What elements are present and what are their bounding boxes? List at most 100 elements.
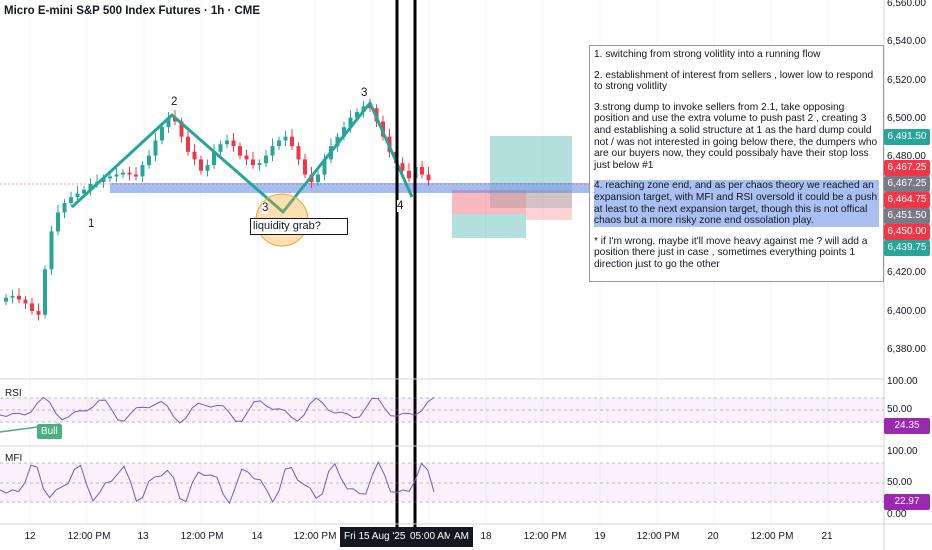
time-tick: 12 <box>24 531 36 542</box>
annotation-note[interactable]: 1. switching from strong volitlity into … <box>589 45 884 282</box>
price-tick: 6,520.00 <box>887 75 926 86</box>
candle <box>264 155 268 164</box>
mfi-value: 22.97 <box>884 494 930 510</box>
candle <box>251 159 255 166</box>
candle <box>199 159 203 171</box>
candle <box>407 170 411 179</box>
candle <box>205 165 210 171</box>
candle <box>400 163 405 171</box>
price-tick: 6,500.00 <box>887 113 926 124</box>
candle <box>140 165 145 177</box>
time-tick: 14 <box>251 531 263 542</box>
candle <box>303 159 307 175</box>
candle <box>82 189 86 194</box>
price-label: 6,439.75 <box>884 240 930 256</box>
time-tick: 12:00 PM <box>67 531 111 542</box>
candle <box>368 106 372 109</box>
candle <box>277 140 281 147</box>
time-tick: 13 <box>137 531 149 542</box>
candle <box>153 140 158 156</box>
candle <box>426 174 431 181</box>
candle <box>420 166 424 175</box>
time-tick: 21 <box>821 531 833 542</box>
candle <box>296 146 301 160</box>
mfi-label: MFI <box>5 453 23 464</box>
candle <box>147 155 151 166</box>
mfi-pane <box>0 460 884 505</box>
candles <box>4 98 431 321</box>
candle <box>160 127 164 141</box>
candle <box>316 174 320 183</box>
candle <box>62 202 67 213</box>
candle <box>322 159 327 175</box>
time-tick: 20 <box>707 531 719 542</box>
note-line-2: 2. establishment of interest from seller… <box>594 69 874 93</box>
candle <box>75 193 80 198</box>
candle <box>166 117 171 128</box>
candle <box>179 121 184 137</box>
loss-zone-1 <box>452 190 526 214</box>
candle <box>355 112 359 118</box>
rsi-tick: 50.00 <box>887 404 913 415</box>
note-line-5: * if I'm wrong. maybe it'll move heavy a… <box>594 235 868 270</box>
candle <box>212 151 216 166</box>
candle <box>43 269 47 315</box>
candle <box>134 174 138 177</box>
note-line-1: 1. switching from strong volitlity into … <box>594 49 821 60</box>
wave-label-2: 2 <box>171 96 178 108</box>
candle <box>23 299 28 304</box>
candle <box>17 295 21 300</box>
candle <box>244 155 249 160</box>
note-line-4: 4. reaching zone end, and as per chaos t… <box>594 180 879 227</box>
chart-title: Micro E-mini S&P 500 Index Futures · 1h … <box>4 5 261 17</box>
price-tick: 6,540.00 <box>887 36 926 47</box>
rsi-label: RSI <box>5 388 22 399</box>
candle <box>56 212 60 232</box>
wave-label-1: 1 <box>88 218 95 230</box>
candle <box>101 178 106 183</box>
price-tick: 6,420.00 <box>887 267 926 278</box>
candle <box>108 176 112 179</box>
price-label: 6,467.25 <box>884 160 930 176</box>
rsi-pane <box>0 396 884 433</box>
price-tick: 6,400.00 <box>887 306 926 317</box>
price-tick: 6,560.00 <box>887 0 926 9</box>
time-tick: 12:00 PM <box>636 531 680 542</box>
candle <box>69 197 73 203</box>
candle <box>283 136 288 141</box>
candle <box>186 136 190 152</box>
price-tick: 6,480.00 <box>887 151 926 162</box>
time-tick: 19 <box>594 531 606 542</box>
mfi-line <box>0 460 435 505</box>
price-label: 6,450.00 <box>884 224 930 240</box>
profit-zone-2 <box>452 214 526 238</box>
candle <box>290 136 294 147</box>
candle <box>30 303 34 311</box>
rsi-value: 24.35 <box>884 418 930 434</box>
loss-zone-2 <box>526 190 572 220</box>
wave-label-4: 4 <box>397 200 404 212</box>
candle <box>231 140 236 147</box>
candle <box>121 172 125 175</box>
candle <box>348 117 353 128</box>
bull-badge: Bull <box>37 424 62 439</box>
candle <box>218 144 223 152</box>
candle <box>127 172 132 175</box>
note-line-3: 3.strong dump to invoke sellers from 2.1… <box>594 101 878 171</box>
price-label: 6,467.25 <box>884 176 930 192</box>
rsi-tick: 100.00 <box>887 376 918 387</box>
wave-label-3a: 3 <box>262 202 269 214</box>
candle <box>114 174 119 177</box>
candle <box>10 295 15 298</box>
price-tick: 6,380.00 <box>887 344 926 355</box>
time-highlight: 05:00 AM <box>406 527 457 547</box>
candle <box>88 184 93 190</box>
candle <box>257 163 262 166</box>
mfi-tick: 0.00 <box>887 509 907 520</box>
time-highlight: AM <box>450 527 473 547</box>
price-label: 6,464.75 <box>884 192 930 208</box>
candle <box>4 297 8 302</box>
price-label: 6,451.50 <box>884 208 930 224</box>
mfi-tick: 50.00 <box>887 477 913 488</box>
time-tick: 12:00 PM <box>293 531 337 542</box>
